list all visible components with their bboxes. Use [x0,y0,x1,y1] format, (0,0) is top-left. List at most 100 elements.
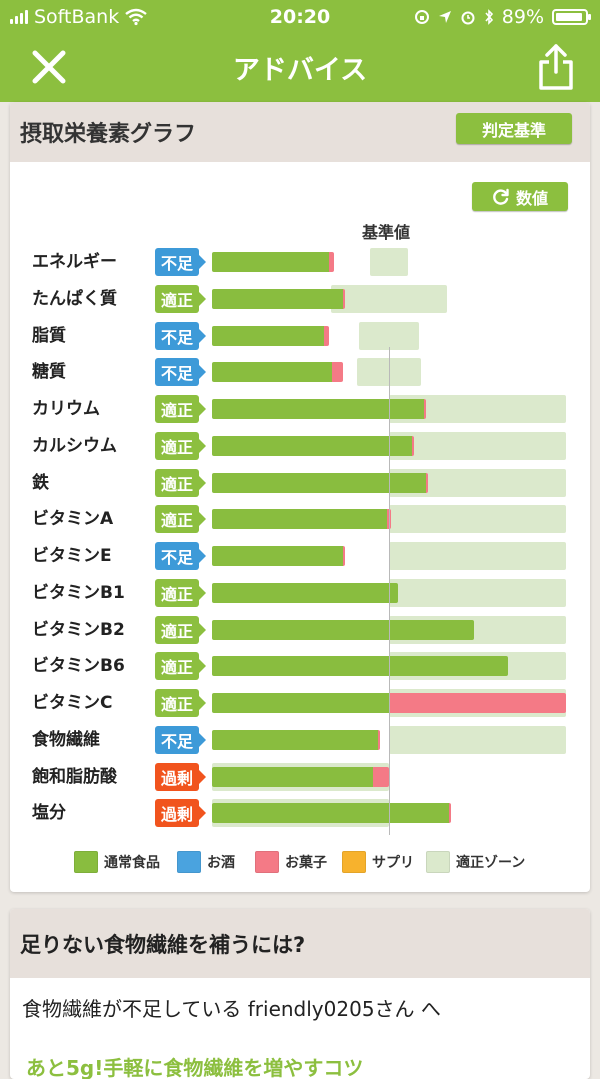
legend-item: お酒 [177,851,235,873]
nutrient-label: エネルギー [32,252,117,272]
nutrient-bar [212,509,391,530]
nutrient-bar [212,693,566,713]
bar-segment-snack [373,766,389,787]
bar-segment-food [212,325,324,346]
close-icon[interactable] [28,46,70,88]
nutrient-bar [212,619,474,640]
nutrient-label: ビタミンB6 [32,656,125,677]
nutrient-bar [212,803,452,824]
reference-line [389,347,390,835]
nutrient-bar [212,252,335,272]
legend-item: 通常食品 [74,851,160,873]
show-values-label: 数値 [515,188,548,208]
bar-segment-snack [342,288,345,309]
bar-segment-food [212,803,450,824]
show-values-button[interactable]: 数値 [472,182,568,211]
nutrient-label: たんぱく質 [32,288,117,309]
bar-segment-snack [342,546,345,566]
legend-label: サプリ [372,855,414,871]
nutrient-label: ビタミンC [32,693,113,713]
nutrient-label: 脂質 [32,325,66,346]
bar-segment-food [212,362,333,383]
bar-segment-food [212,399,425,419]
bar-segment-snack [389,693,566,713]
nutrient-label: カルシウム [32,435,117,456]
advice-tip-link[interactable]: あと5g!手軽に食物繊維を増やすコツ [26,1056,364,1079]
adequate-zone [389,431,566,460]
bar-segment-food [212,619,474,640]
refresh-icon [493,188,509,205]
nutrient-bar [212,582,398,603]
legend-swatch [74,851,98,873]
adequate-zone [389,542,566,570]
nutrient-bar [212,546,345,566]
status-badge: 過剰 [155,762,206,791]
nutrient-label: カリウム [32,399,100,419]
bar-segment-food [212,288,343,309]
battery-icon [552,9,591,25]
legend-swatch [342,851,366,873]
status-badge: 不足 [155,358,206,387]
bar-segment-snack [332,362,343,383]
legend-swatch [426,851,450,873]
nutrient-bar [212,656,508,677]
status-badge: 適正 [155,431,206,460]
nutrient-bar [212,729,381,750]
signal-icon [10,10,28,24]
nav-bar: アドバイス [0,34,600,102]
bar-segment-food [212,656,508,677]
status-badge: 適正 [155,578,206,607]
adequate-zone [358,321,420,350]
legend-item: 適正ゾーン [426,851,525,873]
bar-segment-snack [387,509,391,530]
bar-segment-snack [378,729,381,750]
adequate-zone [369,248,409,276]
legend-label: お菓子 [285,855,327,871]
nutrient-label: 飽和脂肪酸 [32,766,117,787]
status-badge: 不足 [155,248,206,276]
status-badge: 適正 [155,284,206,313]
share-icon[interactable] [536,42,576,92]
nutrient-bar [212,766,389,787]
graph-card-header: 摂取栄養素グラフ 判定基準 [10,102,590,162]
bar-segment-snack [412,435,414,456]
nutrient-label: ビタミンB2 [32,619,125,640]
nutrient-bar [212,472,429,493]
status-badge: 不足 [155,542,206,570]
status-badge: 不足 [155,725,206,754]
graph-title: 摂取栄養素グラフ [20,122,197,147]
adequate-zone [389,578,566,607]
bar-segment-food [212,509,388,530]
nutrient-label: 食物繊維 [32,729,100,750]
nutrient-label: ビタミンB1 [32,582,125,603]
status-badge: 適正 [155,615,206,644]
status-badge: 不足 [155,321,206,350]
nutrient-label: 鉄 [32,472,49,493]
advice-card: 足りない食物繊維を補うには? 食物繊維が不足している friendly0205さ… [10,909,590,1079]
bar-segment-food [212,693,389,713]
legend-swatch [177,851,201,873]
adequate-zone [330,284,448,313]
clock: 20:20 [269,6,331,28]
alarm-icon [461,11,475,25]
status-badge: 適正 [155,505,206,534]
bar-segment-snack [328,252,335,272]
rotation-lock-icon [414,10,429,24]
status-badge: 適正 [155,689,206,717]
nutrient-label: ビタミンA [32,509,114,530]
status-badge: 適正 [155,468,206,497]
wifi-icon [125,8,147,26]
legend-item: お菓子 [255,851,327,873]
nutrient-bar [212,325,329,346]
bluetooth-icon [485,9,493,25]
page-title: アドバイス [232,55,368,86]
reference-label: 基準値 [362,223,411,242]
status-badge: 適正 [155,395,206,423]
bar-segment-food [212,546,343,566]
battery-percent: 89% [501,6,544,28]
legend-swatch [255,851,279,873]
status-badge: 適正 [155,652,206,681]
status-bar: SoftBank 20:20 89% [0,0,600,34]
adequate-zone [389,505,566,534]
criteria-button[interactable]: 判定基準 [456,113,572,144]
